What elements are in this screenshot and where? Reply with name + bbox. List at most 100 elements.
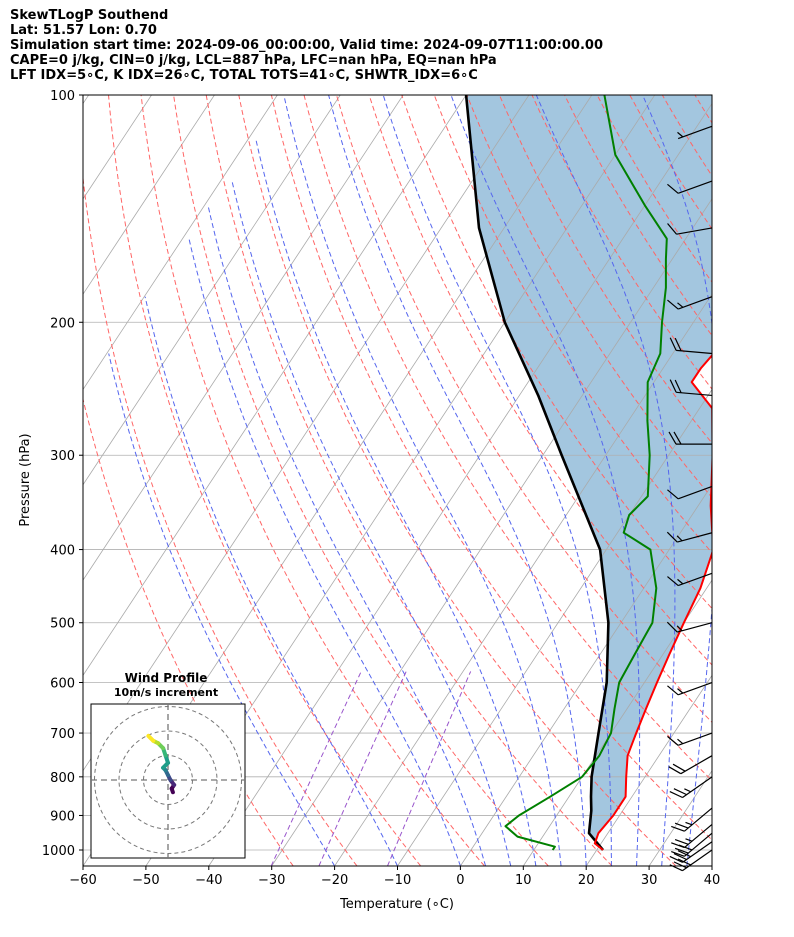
mixing-ratio-line xyxy=(387,671,472,866)
isotherm-line xyxy=(585,674,712,866)
dry-adiabat-line xyxy=(270,95,712,841)
moist-adiabat-line xyxy=(144,296,398,866)
wind-barb xyxy=(677,125,713,140)
chart-title: SkewTLogP Southend xyxy=(10,8,169,23)
isotherm-line xyxy=(83,95,278,391)
moist-adiabat-line xyxy=(283,95,562,866)
wind-barb xyxy=(666,621,713,633)
moist-adiabat-line xyxy=(207,205,487,866)
hodograph-segment xyxy=(146,733,156,743)
chart-header: SkewTLogP Southend Lat: 51.57 Lon: 0.70 … xyxy=(10,8,603,83)
moist-adiabat-line xyxy=(711,862,712,866)
moist-adiabat-line xyxy=(231,180,512,866)
x-tick-label: 20 xyxy=(578,873,595,888)
dry-adiabat-line xyxy=(238,95,677,866)
wind-barb xyxy=(671,807,713,832)
wind-barb xyxy=(667,572,713,587)
dry-adiabat-line xyxy=(205,95,613,866)
isotherm-line xyxy=(83,95,89,105)
wind-barb xyxy=(671,823,713,849)
y-tick-label: 300 xyxy=(50,449,75,464)
x-tick-label: 10 xyxy=(515,873,532,888)
isotherm-line xyxy=(83,95,341,486)
x-tick-label: −40 xyxy=(195,873,222,888)
hodograph-subtitle: 10m/s increment xyxy=(114,686,218,699)
y-tick-label: 100 xyxy=(50,89,75,104)
axes: −60 −50 −40 −30 −20 −10 0 10 20 30 40 100 200 300 400 5… xyxy=(42,89,720,888)
hodograph-title: Wind Profile xyxy=(125,671,208,685)
shaded-area xyxy=(466,95,712,850)
time-line: Simulation start time: 2024-09-06_00:00:… xyxy=(10,38,603,53)
location-line: Lat: 51.57 Lon: 0.70 xyxy=(10,23,157,38)
wind-barb xyxy=(667,485,713,500)
isotherm-line xyxy=(334,293,712,866)
x-tick-label: −30 xyxy=(258,873,285,888)
wind-barb xyxy=(667,223,713,235)
thermodynamic-reference-lines xyxy=(83,95,794,866)
wind-barb xyxy=(671,832,713,857)
wind-barb xyxy=(669,849,713,872)
wind-barb xyxy=(668,431,712,445)
dry-adiabat-line xyxy=(83,173,358,866)
stability-line: CAPE=0 j/kg, CIN=0 j/kg, LCL=887 hPa, LF… xyxy=(10,53,497,68)
isotherm-line xyxy=(83,95,467,677)
indices-line: LFT IDX=5∘C, K IDX=26∘C, TOTAL TOTS=41∘C… xyxy=(10,68,478,83)
y-tick-label: 700 xyxy=(50,727,75,742)
mixing-ratio-line xyxy=(318,671,407,866)
dry-adiabat-line xyxy=(728,95,794,866)
isotherm-line xyxy=(460,484,712,866)
y-tick-label: 900 xyxy=(50,809,75,824)
y-tick-label: 1000 xyxy=(42,844,75,859)
wind-barb xyxy=(667,732,713,746)
wind-barb xyxy=(669,379,713,397)
moist-adiabat-line xyxy=(450,95,641,866)
wind-barb xyxy=(669,841,713,863)
dry-adiabat-line xyxy=(140,95,485,866)
moist-adiabat-line xyxy=(255,140,537,866)
temperature-profile-line xyxy=(593,353,712,851)
hodograph-plot xyxy=(91,704,245,858)
dry-adiabat-line xyxy=(108,95,422,866)
wind-barbs xyxy=(666,125,713,872)
dry-adiabat-line xyxy=(83,397,294,866)
x-tick-label: −60 xyxy=(69,873,96,888)
wind-barb xyxy=(668,755,713,775)
wind-barb xyxy=(667,296,713,310)
wind-barb xyxy=(666,531,713,543)
dry-adiabat-line xyxy=(760,95,794,866)
isotherm-line xyxy=(271,198,712,866)
x-axis-label: Temperature (∘C) xyxy=(339,897,454,912)
y-tick-label: 800 xyxy=(50,771,75,786)
isotherm-line xyxy=(208,102,712,866)
wind-barb xyxy=(669,337,713,355)
cape-cin-shading xyxy=(466,95,712,850)
wind-barb xyxy=(667,180,713,194)
profile-lines xyxy=(464,95,712,851)
dry-adiabat-line xyxy=(173,95,549,866)
y-tick-label: 500 xyxy=(50,617,75,632)
x-tick-label: −50 xyxy=(132,873,159,888)
dry-adiabat-line xyxy=(368,95,712,666)
moist-adiabat-line xyxy=(108,353,336,866)
dry-adiabat-line xyxy=(498,95,712,444)
x-tick-label: 40 xyxy=(704,873,721,888)
moist-adiabat-line xyxy=(188,238,461,866)
dewpoint-profile-line xyxy=(504,95,668,851)
isotherm-line xyxy=(83,95,404,581)
x-tick-label: 30 xyxy=(641,873,658,888)
y-axis-label: Pressure (hPa) xyxy=(18,433,33,526)
mixing-ratio-line xyxy=(270,671,362,866)
y-tick-label: 400 xyxy=(50,544,75,559)
isotherm-line xyxy=(83,95,215,295)
x-tick-label: −10 xyxy=(384,873,411,888)
y-tick-label: 600 xyxy=(50,677,75,692)
moist-adiabat-line xyxy=(328,95,587,866)
wind-barb xyxy=(669,776,713,799)
x-tick-label: −20 xyxy=(321,873,348,888)
x-tick-label: 0 xyxy=(456,873,464,888)
wind-barb xyxy=(667,681,713,696)
y-tick-label: 200 xyxy=(50,316,75,331)
moist-adiabat-line xyxy=(382,95,612,866)
